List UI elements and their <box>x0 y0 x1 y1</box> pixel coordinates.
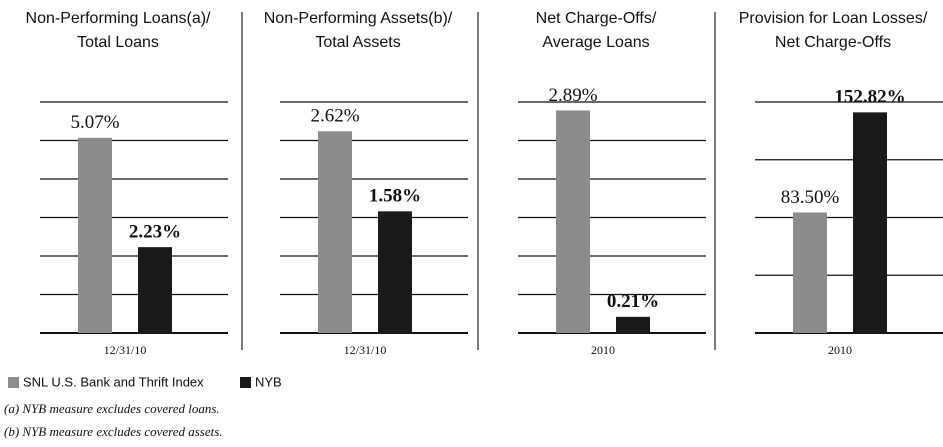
bar <box>138 247 172 333</box>
legend-label: NYB <box>255 374 282 389</box>
chart-title: Non-Performing Loans(a)/ <box>26 10 212 27</box>
chart-title: Non-Performing Assets(b)/ <box>264 10 453 27</box>
footnote: (a) NYB measure excludes covered loans. <box>4 401 220 416</box>
chart-title: Total Assets <box>315 34 400 51</box>
value-label: 2.62% <box>310 106 359 127</box>
bar <box>556 110 590 333</box>
legend-label: SNL U.S. Bank and Thrift Index <box>23 374 204 389</box>
chart-title: Provision for Loan Losses/ <box>739 10 928 27</box>
legend-swatch <box>8 377 19 388</box>
bar <box>318 131 352 333</box>
value-label: 5.07% <box>70 112 119 133</box>
bar <box>78 137 112 333</box>
x-tick-label: 12/31/10 <box>344 343 387 357</box>
bar <box>616 316 650 333</box>
x-tick-label: 2010 <box>591 343 615 357</box>
value-label: 2.23% <box>129 222 181 243</box>
bar <box>853 112 887 334</box>
chart-title: Average Loans <box>542 34 649 51</box>
footnote: (b) NYB measure excludes covered assets. <box>4 424 223 439</box>
value-label: 0.21% <box>607 291 659 312</box>
x-tick-label: 12/31/10 <box>104 343 147 357</box>
value-label: 152.82% <box>834 87 905 108</box>
x-tick-label: 2010 <box>828 343 852 357</box>
chart-title: Net Charge-Offs/ <box>536 10 657 27</box>
value-label: 2.89% <box>548 85 597 106</box>
legend-swatch <box>240 377 251 388</box>
bar <box>378 211 412 333</box>
value-label: 1.58% <box>369 186 421 207</box>
value-label: 83.50% <box>781 187 840 208</box>
chart-title: Total Loans <box>77 34 159 51</box>
bar <box>793 212 827 333</box>
chart-title: Net Charge-Offs <box>775 34 891 51</box>
